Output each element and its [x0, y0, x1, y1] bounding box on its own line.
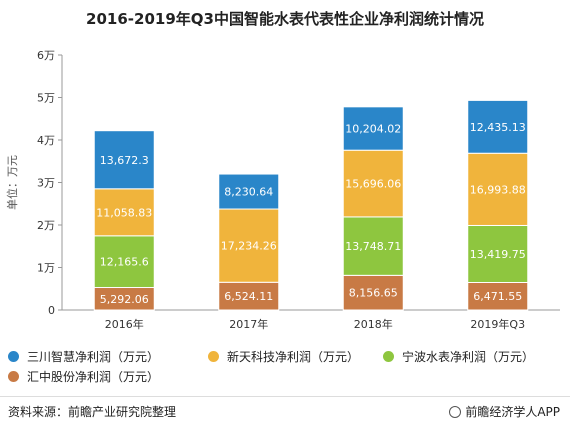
legend-swatch — [383, 351, 394, 362]
source-note: 资料来源：前瞻产业研究院整理 — [8, 405, 177, 419]
data-label: 16,993.88 — [470, 183, 526, 196]
legend-swatch — [8, 371, 19, 382]
data-label: 13,748.71 — [345, 240, 401, 253]
legend-item: 宁波水表净利润（万元） — [383, 348, 534, 365]
brand-credit: 前瞻经济学人APP — [449, 403, 560, 420]
copyright-icon — [449, 405, 462, 418]
x-tick-label: 2019年Q3 — [470, 317, 525, 331]
data-label: 13,672.3 — [100, 154, 149, 167]
x-tick-label: 2018年 — [354, 317, 393, 331]
bar-segment — [467, 224, 529, 283]
brand-label: 前瞻经济学人APP — [465, 405, 560, 419]
legend-label: 宁波水表净利润（万元） — [402, 350, 535, 364]
footer: 资料来源：前瞻产业研究院整理 前瞻经济学人APP — [0, 396, 570, 427]
legend-label: 三川智慧净利润（万元） — [27, 350, 160, 364]
y-tick-label: 0 — [48, 304, 55, 317]
bar-segment — [467, 152, 529, 226]
data-label: 15,696.06 — [345, 178, 401, 191]
data-label: 12,435.13 — [470, 121, 526, 134]
legend-label: 汇中股份净利润（万元） — [27, 370, 160, 384]
bar-segment — [467, 99, 529, 154]
data-label: 12,165.6 — [100, 256, 149, 269]
bar-segment — [342, 216, 404, 276]
y-tick-label: 5万 — [37, 92, 55, 105]
bar-segment — [342, 149, 404, 218]
legend-swatch — [208, 351, 219, 362]
bar-segment — [93, 130, 155, 190]
y-tick-label: 3万 — [37, 177, 55, 190]
bar-segment — [218, 173, 280, 210]
data-label: 11,058.83 — [96, 206, 152, 219]
y-tick-label: 1万 — [37, 262, 55, 275]
legend-label: 新天科技净利润（万元） — [227, 350, 360, 364]
x-tick-label: 2017年 — [229, 317, 268, 331]
bar-segment — [467, 281, 529, 311]
legend-item: 三川智慧净利润（万元） — [8, 348, 159, 365]
bar-segment — [342, 106, 404, 151]
chart-title: 2016-2019年Q3中国智能水表代表性企业净利润统计情况 — [86, 10, 484, 28]
y-tick-label: 6万 — [37, 49, 55, 62]
y-tick-label: 2万 — [37, 219, 55, 232]
data-label: 8,230.64 — [224, 186, 273, 199]
legend-swatch — [8, 351, 19, 362]
bar-segment — [218, 208, 280, 283]
y-axis-title: 单位：万元 — [5, 155, 19, 210]
data-label: 10,204.02 — [345, 123, 401, 136]
legend-item: 汇中股份净利润（万元） — [8, 368, 159, 385]
data-label: 5,292.06 — [100, 293, 149, 306]
data-label: 6,524.11 — [224, 290, 273, 303]
legend-item: 新天科技净利润（万元） — [208, 348, 359, 365]
data-label: 17,234.26 — [221, 240, 277, 253]
data-label: 6,471.55 — [473, 290, 522, 303]
bar-segment — [342, 274, 404, 311]
y-tick-label: 4万 — [37, 134, 55, 147]
data-label: 13,419.75 — [470, 248, 526, 261]
data-label: 8,156.65 — [349, 287, 398, 300]
x-tick-label: 2016年 — [105, 317, 144, 331]
